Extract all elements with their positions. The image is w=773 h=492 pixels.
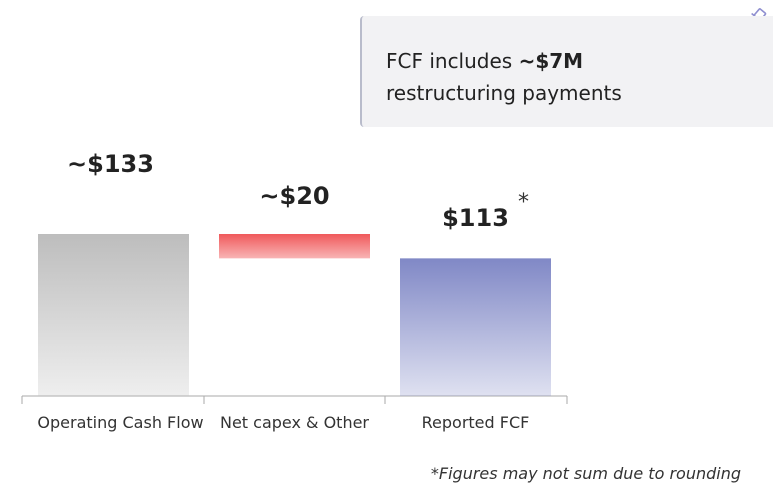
- data-label: ~$133: [67, 150, 154, 178]
- callout-bold: ~$7M: [518, 49, 584, 73]
- data-label: $113: [442, 204, 509, 233]
- bar: [400, 258, 551, 396]
- category-separators: [21, 396, 568, 404]
- x-tick-label: Reported FCF: [421, 413, 530, 432]
- callout-text: restructuring payments: [386, 81, 622, 105]
- footnote: *Figures may not sum due to rounding: [430, 464, 741, 483]
- bar: [38, 234, 189, 396]
- x-tick-label: Net capex & Other: [219, 413, 370, 432]
- callout-text: FCF includes: [386, 49, 519, 73]
- data-label: ~$20: [259, 182, 330, 210]
- footnote-marker: *: [518, 190, 529, 215]
- bar: [219, 234, 370, 259]
- x-tick-label: Operating Cash Flow: [37, 413, 204, 432]
- callout: FCF includes ~$7M restructuring payments: [360, 16, 773, 127]
